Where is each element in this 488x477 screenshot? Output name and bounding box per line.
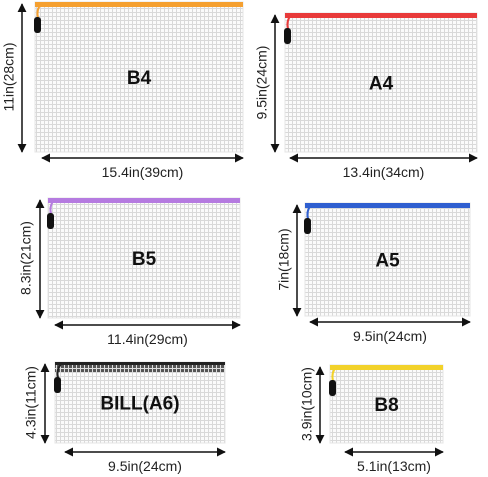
size-label: A5 bbox=[375, 251, 400, 272]
zipper-tab bbox=[329, 380, 336, 396]
zipper bbox=[35, 2, 243, 7]
mesh-bag bbox=[54, 361, 226, 444]
height-text: 3.9in(10cm) bbox=[299, 367, 315, 441]
mesh-bag bbox=[304, 202, 471, 317]
zipper-pull bbox=[36, 3, 42, 19]
width-text: 15.4in(39cm) bbox=[102, 164, 184, 180]
size-label: B5 bbox=[132, 249, 157, 270]
mesh-bag bbox=[34, 1, 244, 153]
height-text: 4.3in(11cm) bbox=[23, 366, 39, 439]
height-text: 7in(18cm) bbox=[276, 228, 292, 290]
zipper bbox=[305, 203, 470, 208]
width-text: 5.1in(13cm) bbox=[357, 458, 431, 474]
width-text: 9.5in(24cm) bbox=[108, 458, 182, 474]
zipper bbox=[285, 13, 477, 18]
zipper-tab bbox=[47, 213, 54, 229]
zipper bbox=[48, 198, 240, 203]
size-label: A4 bbox=[369, 74, 394, 95]
size-label: BILL(A6) bbox=[100, 394, 179, 415]
width-text: 11.4in(29cm) bbox=[107, 331, 188, 347]
zipper-tab bbox=[54, 377, 61, 393]
width-text: 9.5in(24cm) bbox=[353, 328, 427, 344]
height-text: 8.3in(21cm) bbox=[18, 221, 34, 295]
zipper-pull bbox=[331, 366, 337, 382]
mesh-bag bbox=[329, 364, 444, 444]
zipper-tab bbox=[284, 28, 291, 44]
height-text: 11in(28cm) bbox=[1, 43, 17, 112]
zipper-edge bbox=[55, 362, 225, 365]
zipper-pull bbox=[286, 14, 292, 30]
zipper-tab bbox=[304, 218, 311, 234]
zipper bbox=[55, 362, 225, 372]
size-label: B4 bbox=[127, 68, 152, 89]
mesh-bag bbox=[47, 197, 241, 319]
zipper-pull bbox=[306, 204, 312, 220]
height-text: 9.5in(24cm) bbox=[254, 46, 270, 120]
width-text: 13.4in(34cm) bbox=[343, 164, 425, 180]
zipper-pull bbox=[49, 199, 55, 215]
zipper bbox=[330, 365, 443, 370]
size-label: B8 bbox=[374, 395, 398, 416]
zipper-pull bbox=[56, 363, 62, 379]
zipper-tab bbox=[34, 17, 41, 33]
